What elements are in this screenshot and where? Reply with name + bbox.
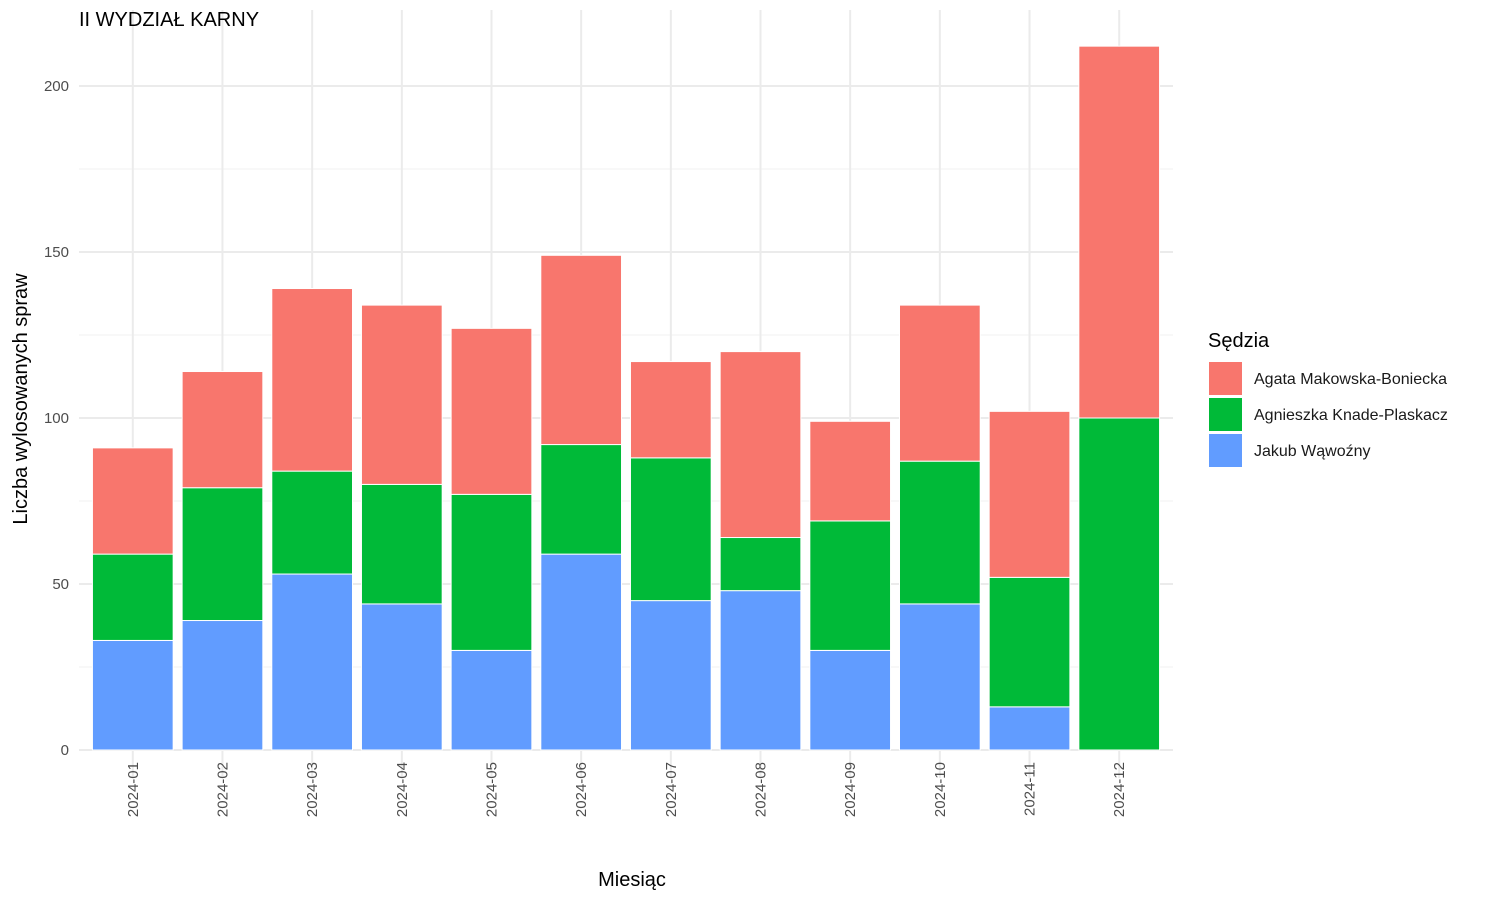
legend: Sędzia Agata Makowska-Boniecka Agnieszka …	[1208, 330, 1448, 467]
x-tick-label-2024-10: 2024-10	[932, 762, 949, 817]
bar-agata-makowska-boniecka-2024-08	[719, 351, 802, 539]
legend-label-agnieszka-knade-plaskacz: Agnieszka Knade-Plaskacz	[1254, 407, 1448, 424]
bar-jakub-wawozny-2024-06	[540, 553, 623, 751]
x-tick-label-2024-12: 2024-12	[1111, 762, 1128, 817]
bar-agnieszka-knade-plaskacz-2024-11	[988, 576, 1071, 708]
bar-agnieszka-knade-plaskacz-2024-02	[181, 487, 264, 622]
y-tick-label: 0	[61, 742, 69, 759]
legend-key-agata-makowska-boniecka	[1209, 362, 1242, 395]
bar-agata-makowska-boniecka-2024-03	[271, 288, 353, 472]
bar-jakub-wawozny-2024-09	[809, 649, 892, 751]
y-tick-label: 200	[44, 78, 69, 95]
bar-agata-makowska-boniecka-2024-11	[988, 410, 1071, 578]
bar-agata-makowska-boniecka-2024-06	[540, 254, 623, 446]
x-tick-label-2024-02: 2024-02	[214, 762, 231, 817]
bars-layer	[91, 45, 1161, 751]
bar-jakub-wawozny-2024-10	[899, 603, 981, 751]
x-axis-tick-labels: 2024-01 2024-02 2024-03 2024-04 2024-05 2024-…	[125, 762, 1128, 817]
bar-agnieszka-knade-plaskacz-2024-12	[1078, 417, 1161, 751]
legend-key-jakub-wawozny	[1209, 434, 1242, 467]
x-tick-label-2024-05: 2024-05	[483, 762, 500, 817]
x-tick-label-2024-07: 2024-07	[663, 762, 680, 817]
bar-agnieszka-knade-plaskacz-2024-04	[360, 483, 443, 605]
bar-agata-makowska-boniecka-2024-02	[181, 371, 264, 489]
bar-agnieszka-knade-plaskacz-2024-03	[271, 470, 353, 575]
legend-title: Sędzia	[1208, 330, 1270, 352]
bar-agata-makowska-boniecka-2024-07	[629, 361, 712, 459]
bar-jakub-wawozny-2024-01	[91, 639, 174, 751]
bar-agnieszka-knade-plaskacz-2024-08	[719, 537, 802, 592]
y-axis-tick-labels: 0 50 100 150 200	[44, 78, 69, 759]
bar-jakub-wawozny-2024-03	[271, 573, 353, 751]
bar-agnieszka-knade-plaskacz-2024-05	[450, 493, 533, 651]
bar-agata-makowska-boniecka-2024-12	[1078, 45, 1161, 419]
x-tick-label-2024-08: 2024-08	[753, 762, 770, 817]
bar-agata-makowska-boniecka-2024-09	[809, 420, 892, 522]
legend-label-jakub-wawozny: Jakub Wąwoźny	[1254, 443, 1371, 460]
legend-items: Agata Makowska-Boniecka Agnieszka Knade-P…	[1209, 362, 1448, 467]
x-tick-label-2024-03: 2024-03	[304, 762, 321, 817]
bar-agnieszka-knade-plaskacz-2024-10	[899, 460, 981, 605]
bar-jakub-wawozny-2024-05	[450, 649, 533, 751]
legend-label-agata-makowska-boniecka: Agata Makowska-Boniecka	[1254, 371, 1447, 388]
x-axis-title: Miesiąc	[598, 869, 666, 891]
x-tick-label-2024-01: 2024-01	[125, 762, 142, 817]
bar-agnieszka-knade-plaskacz-2024-01	[91, 553, 174, 641]
y-axis-title: Liczba wylosowanych spraw	[10, 273, 32, 525]
x-tick-label-2024-09: 2024-09	[842, 762, 859, 817]
y-tick-label: 150	[44, 244, 69, 261]
bar-agnieszka-knade-plaskacz-2024-06	[540, 444, 623, 555]
bar-jakub-wawozny-2024-07	[629, 600, 712, 751]
bar-jakub-wawozny-2024-11	[988, 706, 1071, 751]
bar-jakub-wawozny-2024-08	[719, 590, 802, 751]
bar-agata-makowska-boniecka-2024-01	[91, 447, 174, 555]
bar-agnieszka-knade-plaskacz-2024-07	[629, 457, 712, 602]
x-tick-label-2024-11: 2024-11	[1022, 762, 1039, 816]
y-tick-label: 100	[44, 410, 69, 427]
bar-agnieszka-knade-plaskacz-2024-09	[809, 520, 892, 651]
chart-title: II WYDZIAŁ KARNY	[79, 9, 259, 31]
x-tick-label-2024-06: 2024-06	[573, 762, 590, 817]
bar-agata-makowska-boniecka-2024-05	[450, 327, 533, 495]
bar-jakub-wawozny-2024-02	[181, 620, 264, 751]
bar-jakub-wawozny-2024-04	[360, 603, 443, 751]
bar-agata-makowska-boniecka-2024-10	[899, 304, 981, 462]
y-tick-label: 50	[52, 576, 69, 593]
legend-key-agnieszka-knade-plaskacz	[1209, 398, 1242, 431]
x-tick-label-2024-04: 2024-04	[394, 762, 411, 817]
bar-agata-makowska-boniecka-2024-04	[360, 304, 443, 485]
